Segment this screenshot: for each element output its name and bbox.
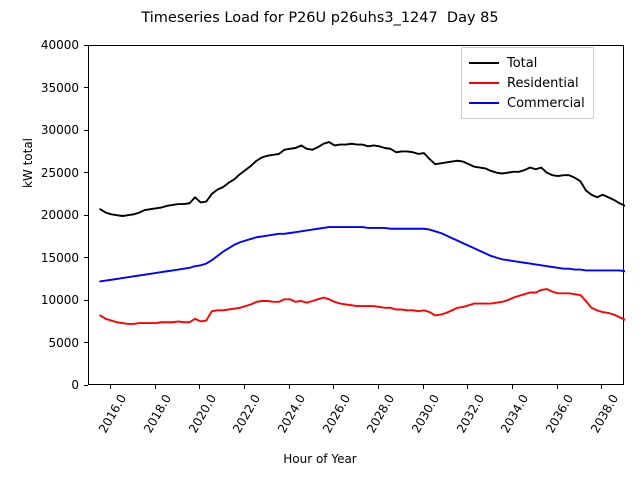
chart-figure: Timeseries Load for P26U p26uhs3_1247 Da…: [21, 10, 625, 466]
legend-line-icon: [469, 62, 499, 64]
y-tick-mark: [84, 87, 88, 89]
y-tick-label: 15000: [40, 250, 79, 265]
legend-item: Total: [469, 53, 585, 73]
chart-title: Timeseries Load for P26U p26uhs3_1247 Da…: [141, 10, 499, 26]
y-tick-label: 25000: [40, 165, 79, 180]
x-tick-mark: [511, 385, 513, 389]
y-tick-mark: [84, 384, 88, 386]
x-tick-mark: [154, 385, 156, 389]
x-tick-mark: [601, 385, 603, 389]
y-tick-label: 20000: [40, 208, 79, 222]
y-tick-label: 0: [71, 378, 79, 392]
y-tick-mark: [84, 214, 88, 216]
y-axis-label: kW total: [21, 137, 35, 189]
x-tick-mark: [243, 385, 245, 389]
x-tick-mark: [467, 385, 469, 389]
series-line: [99, 288, 625, 325]
legend-item: Residential: [469, 73, 585, 93]
x-tick-mark: [109, 385, 111, 389]
x-tick-mark: [422, 385, 424, 389]
y-tick-label: 10000: [40, 293, 79, 307]
legend-label: Residential: [507, 75, 579, 91]
y-tick-label: 5000: [48, 335, 79, 350]
chart-legend: Total Residential Commercial: [461, 47, 594, 119]
x-axis-label: Hour of Year: [283, 452, 357, 466]
y-tick-mark: [84, 172, 88, 174]
plot-lines: [99, 141, 625, 325]
y-tick-mark: [84, 129, 88, 131]
x-tick-mark: [377, 385, 379, 389]
legend-label: Commercial: [507, 95, 585, 111]
series-line: [99, 141, 625, 217]
y-tick-label: 35000: [40, 80, 79, 95]
y-tick-label: 30000: [40, 123, 79, 137]
x-tick-mark: [556, 385, 558, 389]
series-line: [99, 226, 625, 283]
x-tick-mark: [333, 385, 335, 389]
y-tick-mark: [84, 257, 88, 259]
legend-item: Commercial: [469, 93, 585, 113]
legend-label: Total: [507, 55, 538, 71]
legend-line-icon: [469, 82, 499, 84]
y-tick-mark: [84, 44, 88, 46]
x-tick-mark: [288, 385, 290, 389]
y-tick-mark: [84, 342, 88, 344]
legend-line-icon: [469, 102, 499, 104]
y-tick-mark: [84, 299, 88, 301]
x-tick-mark: [199, 385, 201, 389]
y-tick-label: 40000: [40, 38, 79, 52]
